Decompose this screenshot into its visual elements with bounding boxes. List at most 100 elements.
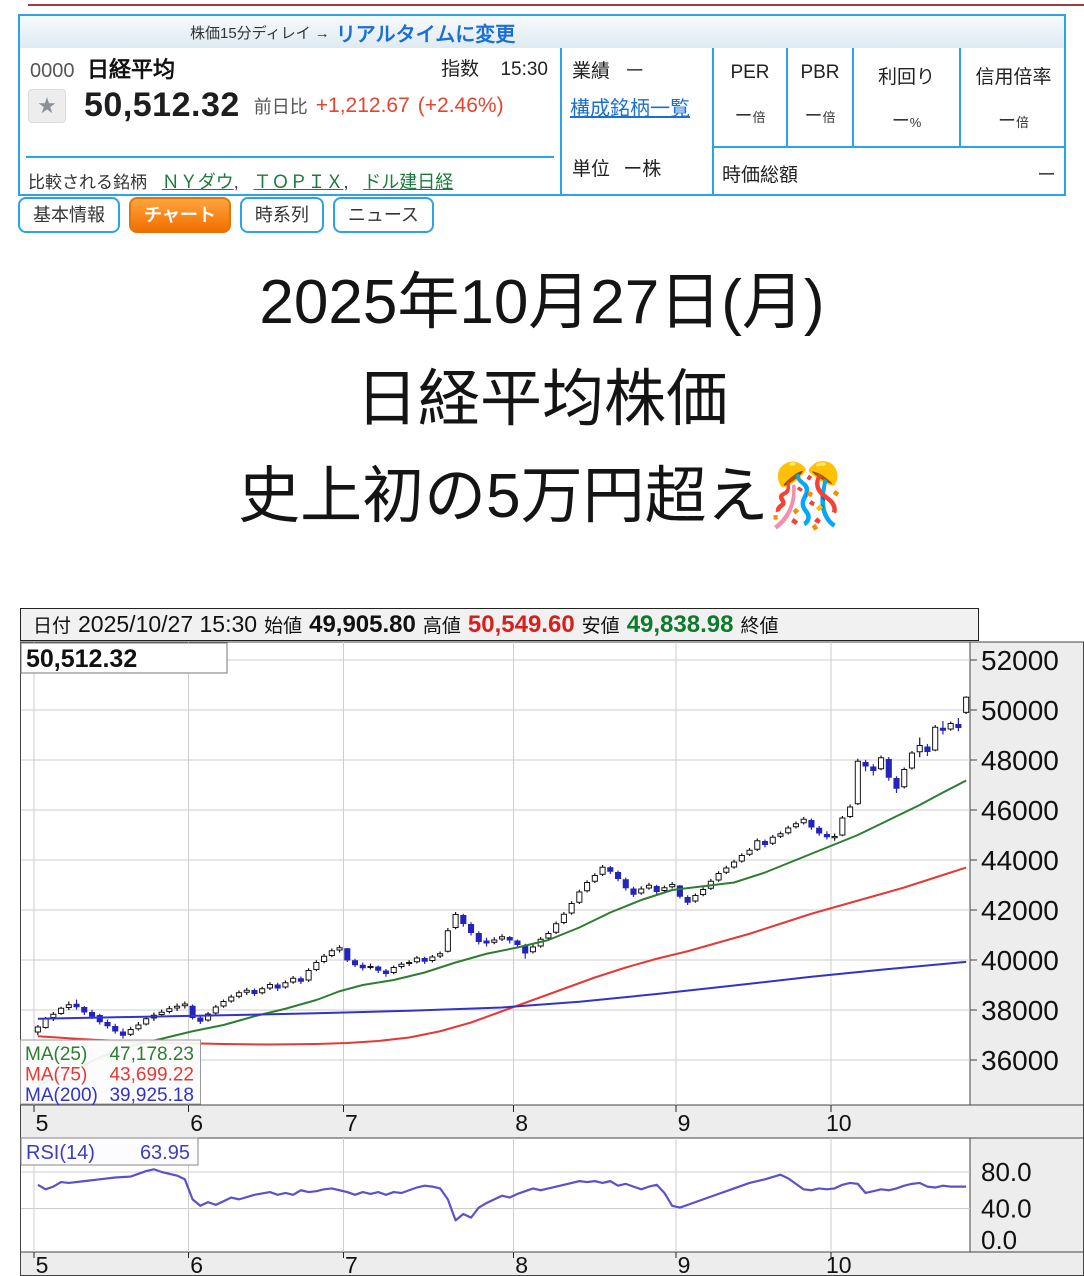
- change-value: +1,212.67: [315, 93, 410, 117]
- x-axis-label: 10: [826, 1110, 852, 1136]
- current-price: 50,512.32: [84, 86, 240, 124]
- headline-record: 史上初の5万円超え🎊: [238, 462, 846, 531]
- constituents-link[interactable]: 構成銘柄一覧: [570, 98, 690, 120]
- ma-line: [37, 779, 967, 1086]
- security-name: 日経平均: [86, 57, 175, 82]
- yield-cell: 利回り ー%: [854, 48, 959, 146]
- ma-legend-name: MA(75): [25, 1065, 87, 1086]
- rsi-axis-label: 0.0: [981, 1225, 1017, 1255]
- quote-middle-column: 業績 ー 構成銘柄一覧 単位 ー株: [564, 48, 710, 196]
- tab-chart[interactable]: チャート: [129, 197, 231, 233]
- margin-ratio-cell: 信用倍率 ー倍: [961, 48, 1066, 146]
- date-label: 日付: [33, 616, 72, 637]
- y-axis-label: 36000: [981, 1045, 1059, 1076]
- divider: [959, 48, 961, 146]
- market-and-time: 指数 15:30: [441, 54, 548, 81]
- tab-label: 時系列: [254, 205, 309, 225]
- market-cap-value: ー: [1036, 165, 1056, 186]
- per-cell: PER ー倍: [714, 48, 786, 146]
- delay-notice-bar: 株価15分ディレイ → リアルタイムに変更: [20, 16, 1064, 48]
- tab-label: チャート: [144, 205, 216, 225]
- divider: [786, 48, 788, 146]
- rsi-axis-label: 40.0: [981, 1194, 1032, 1224]
- y-axis-label: 38000: [981, 995, 1059, 1026]
- tab-basic-info[interactable]: 基本情報: [18, 197, 120, 233]
- market-cap-row: 時価総額 ー: [722, 160, 1056, 187]
- ma-legend-value: 43,699.22: [109, 1065, 194, 1086]
- y-axis-label: 48000: [981, 745, 1059, 776]
- x-axis-label: 8: [515, 1252, 528, 1276]
- top-edge-line: [28, 4, 1084, 6]
- divider: [712, 48, 714, 194]
- x-axis-label: 7: [345, 1252, 358, 1276]
- x-axis-label: 5: [36, 1110, 49, 1136]
- x-axis-label: 10: [826, 1252, 852, 1276]
- tab-label: 基本情報: [33, 205, 105, 225]
- earnings-label: 業績: [572, 61, 611, 82]
- compare-row: 比較される銘柄 ＮＹダウ, ＴＯＰＩＸ, ドル建日経: [28, 168, 453, 194]
- comma: ,: [343, 172, 349, 192]
- headline-date: 2025年10月27日(月): [259, 268, 825, 337]
- realtime-link[interactable]: リアルタイムに変更: [335, 23, 516, 46]
- low-label: 安値: [581, 616, 620, 637]
- quote-left-column: 0000 日経平均 指数 15:30 ★ 50,512.32 前日比 +1,21…: [20, 48, 560, 196]
- y-axis-label: 50000: [981, 695, 1059, 726]
- rsi-legend-value: 63.95: [140, 1142, 190, 1164]
- rsi-axis-label: 80.0: [981, 1157, 1032, 1187]
- price-chart: 52000 50000 48000 46000 44000 42000 40000 38000…: [20, 641, 1084, 1276]
- tab-time-series[interactable]: 時系列: [239, 197, 324, 233]
- rsi-line: [37, 1168, 967, 1222]
- ma-line: [37, 960, 967, 1020]
- x-axis-label: 7: [345, 1110, 358, 1136]
- rsi-legend-name: RSI(14): [26, 1142, 95, 1164]
- earnings-row: 業績 ー: [572, 56, 644, 83]
- compare-link-topix[interactable]: ＴＯＰＩＸ: [253, 172, 344, 192]
- x-axis-label: 6: [190, 1110, 203, 1136]
- ma-legend-name: MA(200): [25, 1085, 98, 1106]
- ma-line: [37, 866, 967, 1046]
- ma-legend-name: MA(25): [25, 1044, 87, 1065]
- margin-ratio-value: ー倍: [997, 111, 1029, 131]
- high-value: 50,549.60: [467, 610, 575, 638]
- x-axis-label: 6: [190, 1252, 203, 1276]
- compare-label: 比較される銘柄: [28, 173, 147, 192]
- close-label: 終値: [740, 616, 779, 637]
- date-value: 2025/10/27 15:30: [78, 611, 258, 637]
- pbr-label: PBR: [800, 62, 840, 83]
- favorite-star-button[interactable]: ★: [28, 88, 66, 123]
- ma-legend: [20, 1039, 201, 1105]
- unit-row: 単位 ー株: [572, 154, 661, 181]
- divider: [26, 156, 554, 158]
- high-label: 高値: [422, 616, 461, 637]
- quote-right-column: PER ー倍 PBR ー倍 利回り ー% 信用倍率 ー倍 時価総額 ー: [714, 48, 1066, 196]
- tab-news[interactable]: ニュース: [332, 197, 434, 233]
- close-price-overlay: [20, 642, 228, 674]
- compare-link-nydow[interactable]: ＮＹダウ: [161, 172, 234, 192]
- comma: ,: [233, 172, 239, 192]
- rsi-legend: [20, 1137, 199, 1166]
- candles: [34, 696, 970, 1039]
- change-label: 前日比: [253, 96, 308, 117]
- compare-link-dollar-nikkei[interactable]: ドル建日経: [363, 172, 454, 192]
- headline-subject: 日経平均株価: [355, 365, 728, 434]
- market-cap-label: 時価総額: [722, 165, 799, 186]
- y-axis-label: 42000: [981, 895, 1059, 926]
- close-price-label: 50,512.32: [26, 645, 137, 673]
- market-label: 指数: [441, 59, 480, 80]
- y-axis-label: 44000: [981, 845, 1059, 876]
- ma-legend-value: 47,178.23: [109, 1044, 194, 1065]
- per-value: ー倍: [734, 106, 766, 126]
- y-axis-label: 52000: [981, 645, 1059, 676]
- ohlc-header-bar: 日付 2025/10/27 15:30 始値 49,905.80 高値 50,5…: [20, 608, 979, 641]
- open-value: 49,905.80: [309, 610, 416, 638]
- quote-time: 15:30: [500, 59, 548, 80]
- ma-lines: [37, 779, 967, 1086]
- margin-ratio-label: 信用倍率: [975, 67, 1052, 88]
- delay-notice-text: 株価15分ディレイ →: [190, 24, 330, 42]
- y-axis-label: 46000: [981, 795, 1059, 826]
- pbr-value: ー倍: [804, 106, 836, 126]
- headline: 2025年10月27日(月) 日経平均株価 史上初の5万円超え🎊: [0, 254, 1084, 545]
- chart-section: 日付 2025/10/27 15:30 始値 49,905.80 高値 50,5…: [20, 608, 1084, 1276]
- yield-label: 利回り: [877, 67, 935, 88]
